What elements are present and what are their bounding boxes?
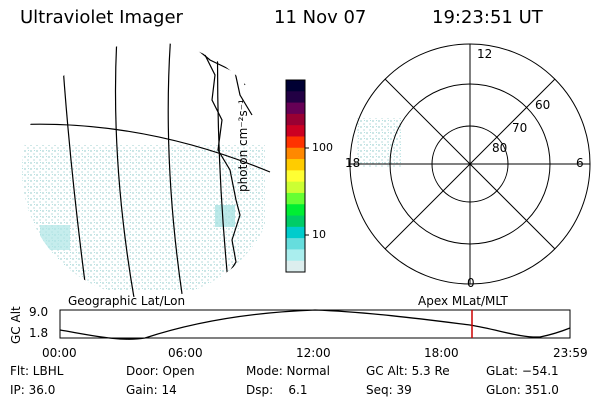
apex-mlat-title: Apex MLat/MLT (418, 294, 508, 308)
status-ip: IP: 36.0 (10, 383, 56, 397)
colorbar-border (285, 79, 306, 273)
colorbar-tick-100: 100 (312, 141, 333, 154)
colorbar-segment (286, 147, 305, 160)
date-label: 11 Nov 07 (274, 7, 367, 28)
lat-label-70: 70 (512, 121, 528, 135)
status-dsp: Dsp: 6.1 (246, 383, 308, 397)
colorbar-segment (286, 226, 305, 239)
colorbar-segment (286, 249, 305, 262)
status-gain: Gain: 14 (126, 383, 177, 397)
colorbar-segment (286, 113, 305, 126)
lat-label-80: 80 (492, 141, 508, 155)
mlt-label-0: 0 (467, 276, 475, 290)
colorbar-segment (286, 181, 305, 194)
status-seq: Seq: 39 (366, 383, 412, 397)
status-door: Door: Open (126, 364, 195, 378)
colorbar-segment (286, 91, 305, 104)
status-mode: Mode: Normal (246, 364, 330, 378)
colorbar-tick-10: 10 (312, 228, 326, 241)
colorbar-segment (286, 204, 305, 217)
colorbar-segment (286, 170, 305, 183)
x-tick-1800: 18:00 (424, 346, 459, 360)
colorbar (285, 79, 306, 273)
status-gcalt: GC Alt: 5.3 Re (366, 364, 450, 378)
colorbar-unit-label: photon cm⁻²s⁻¹ (236, 99, 250, 192)
colorbar-segment (286, 215, 305, 228)
instrument-title: Ultraviolet Imager (20, 7, 183, 28)
x-tick-1200: 12:00 (296, 346, 331, 360)
status-glat: GLat: −54.1 (486, 364, 559, 378)
status-glon: GLon: 351.0 (486, 383, 559, 397)
geo-latlon-title: Geographic Lat/Lon (68, 294, 186, 308)
colorbar-segment (286, 125, 305, 137)
colorbar-segment (286, 102, 305, 115)
x-tick-2359: 23:59 (553, 346, 588, 360)
x-tick-0600: 06:00 (168, 346, 203, 360)
x-tick-0000: 00:00 (42, 346, 77, 360)
y-tick-1-8: 1.8 (29, 326, 49, 340)
colorbar-segment (286, 260, 305, 273)
colorbar-segment (286, 192, 305, 205)
colorbar-segment (286, 238, 305, 250)
colorbar-segment (286, 159, 305, 171)
colorbar-segment (286, 136, 305, 149)
status-flt: Flt: LBHL (10, 364, 64, 378)
mlt-label-6: 6 (576, 156, 584, 170)
lat-label-60: 60 (535, 98, 551, 112)
time-label: 19:23:51 UT (432, 7, 543, 28)
mlt-label-12: 12 (477, 47, 493, 61)
gc-alt-axis-label: GC Alt (9, 306, 23, 344)
y-tick-9: 9.0 (29, 305, 49, 319)
mlt-label-18: 18 (345, 156, 361, 170)
colorbar-segment (286, 80, 305, 92)
polar-plot (349, 43, 591, 285)
timeline-plot (59, 309, 571, 340)
